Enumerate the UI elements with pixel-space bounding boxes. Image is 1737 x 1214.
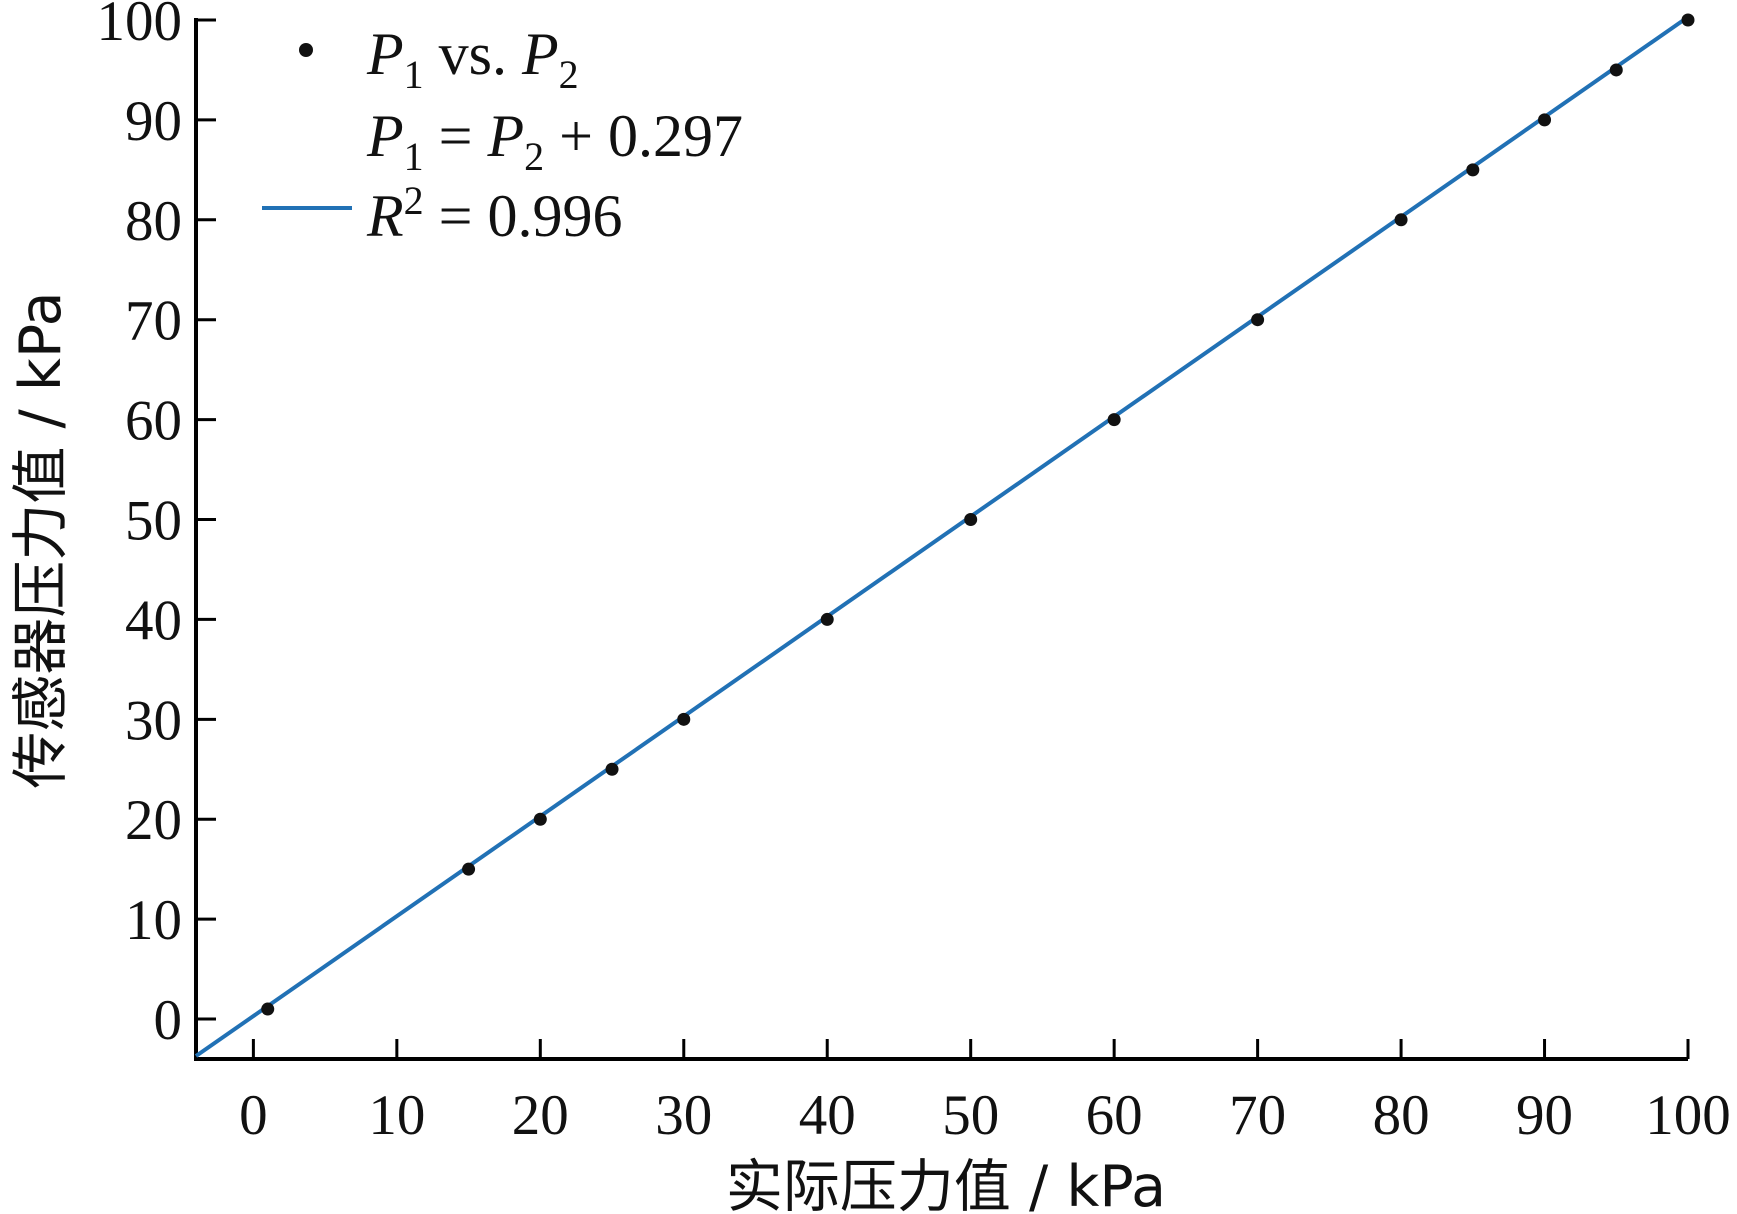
x-tick-label: 90 — [1516, 1084, 1573, 1147]
x-tick-label: 40 — [799, 1084, 856, 1147]
y-tick-label: 90 — [125, 90, 182, 153]
data-point — [1681, 13, 1695, 27]
legend-r2: R2 = 0.996 — [366, 178, 623, 249]
data-point — [1466, 163, 1480, 177]
data-point — [1107, 413, 1121, 427]
scatter-points — [261, 13, 1695, 1016]
data-point — [533, 812, 547, 826]
x-tick-label: 0 — [239, 1084, 268, 1147]
x-tick-label: 70 — [1229, 1084, 1286, 1147]
x-axis-ticks: 0 10 20 30 40 50 60 70 80 90 100 — [239, 1039, 1731, 1147]
y-tick-label: 0 — [154, 989, 183, 1052]
y-tick-label: 10 — [125, 889, 182, 952]
y-tick-label: 60 — [125, 390, 182, 453]
x-tick-label: 30 — [655, 1084, 712, 1147]
x-tick-label: 100 — [1645, 1084, 1731, 1147]
y-axis-title: 传感器压力值 / kPa — [8, 291, 74, 788]
y-axis-ticks: 0 10 20 30 40 50 60 70 80 90 100 — [97, 0, 216, 1052]
data-point — [820, 612, 834, 626]
x-axis-title: 实际压力值 / kPa — [726, 1154, 1166, 1214]
y-tick-label: 80 — [125, 190, 182, 253]
fit-line — [194, 15, 1690, 1058]
x-tick-label: 10 — [368, 1084, 425, 1147]
y-tick-label: 20 — [125, 789, 182, 852]
x-tick-label: 50 — [942, 1084, 999, 1147]
y-tick-label: 50 — [125, 490, 182, 553]
y-tick-label: 100 — [97, 0, 183, 53]
data-point — [462, 862, 476, 876]
data-point — [1609, 63, 1623, 77]
y-tick-label: 40 — [125, 589, 182, 652]
data-point — [964, 513, 978, 527]
legend-equation: P1 = P2 + 0.297 — [366, 103, 743, 179]
legend-scatter-marker — [299, 43, 313, 57]
data-point — [261, 1002, 275, 1016]
y-tick-label: 70 — [125, 290, 182, 353]
data-point — [1251, 313, 1265, 327]
data-point — [1538, 113, 1552, 127]
data-point — [677, 712, 691, 726]
data-point — [605, 762, 619, 776]
axes — [194, 18, 1688, 1061]
x-tick-label: 80 — [1373, 1084, 1430, 1147]
fit-line-layer — [194, 15, 1690, 1058]
data-point — [1394, 213, 1408, 227]
x-tick-label: 60 — [1086, 1084, 1143, 1147]
x-tick-label: 20 — [512, 1084, 569, 1147]
y-tick-label: 30 — [125, 689, 182, 752]
legend-scatter-label: P1 vs. P2 — [366, 21, 579, 97]
legend: P1 vs. P2 P1 = P2 + 0.297 R2 = 0.996 — [262, 21, 743, 249]
